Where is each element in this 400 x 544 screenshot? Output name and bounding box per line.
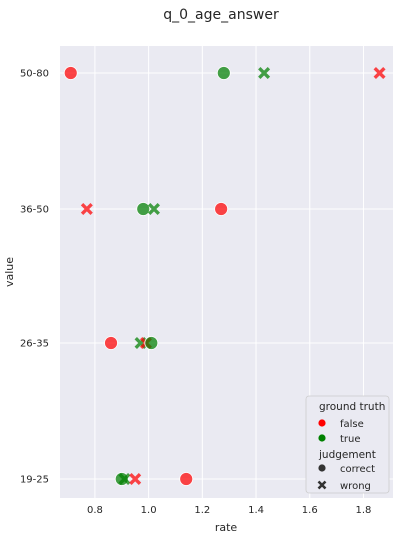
x-tick-label: 1.0 bbox=[141, 505, 157, 516]
x-tick-label: 1.4 bbox=[248, 505, 264, 516]
scatter-point-correct bbox=[144, 336, 159, 350]
scatter-point-wrong bbox=[147, 202, 160, 216]
scatter-point-wrong bbox=[80, 202, 93, 216]
legend-true-marker bbox=[318, 434, 326, 442]
x-tick-label: 0.8 bbox=[87, 505, 103, 516]
scatter-point-wrong bbox=[258, 66, 271, 80]
x-axis-ticks: 0.8 1.0 1.2 1.4 1.6 1.8 bbox=[87, 505, 371, 516]
data-points bbox=[63, 66, 386, 486]
y-tick-label: 26-35 bbox=[20, 339, 49, 350]
scatter-point-correct bbox=[214, 202, 229, 216]
legend-wrong-marker bbox=[317, 480, 327, 490]
legend-hue-title: ground truth bbox=[319, 401, 385, 413]
x-tick-label: 1.8 bbox=[356, 505, 372, 516]
y-tick-label: 36-50 bbox=[20, 205, 49, 216]
chart-title: q_0_age_answer bbox=[163, 7, 279, 23]
legend: ground truth false true judgement correc… bbox=[305, 395, 390, 494]
scatter-point-correct bbox=[104, 336, 118, 350]
scatter-point-correct bbox=[63, 66, 78, 80]
x-tick-label: 1.2 bbox=[194, 505, 210, 516]
legend-correct-marker bbox=[318, 464, 326, 472]
scatter-point-wrong bbox=[118, 472, 131, 486]
y-axis-ticks: 19-25 26-35 36-50 50-80 bbox=[20, 69, 49, 486]
y-tick-label: 50-80 bbox=[20, 69, 49, 80]
y-tick-label: 19-25 bbox=[20, 475, 49, 486]
x-axis-label: rate bbox=[215, 521, 238, 534]
scatter-point-correct bbox=[136, 202, 151, 216]
legend-box bbox=[305, 395, 390, 494]
legend-true-label: true bbox=[340, 434, 361, 445]
legend-style-title: judgement bbox=[318, 449, 376, 461]
scatter-point-correct bbox=[179, 472, 194, 486]
x-tick-label: 1.6 bbox=[302, 505, 318, 516]
scatter-point-wrong bbox=[129, 472, 142, 486]
legend-false-label: false bbox=[340, 419, 364, 430]
legend-false-marker bbox=[318, 419, 326, 427]
legend-wrong-label: wrong bbox=[340, 481, 371, 492]
scatter-point-correct bbox=[216, 66, 231, 80]
legend-correct-label: correct bbox=[340, 464, 375, 475]
y-axis-label: value bbox=[3, 257, 16, 287]
scatter-point-wrong bbox=[373, 66, 386, 80]
scatter-point-correct bbox=[114, 472, 129, 486]
